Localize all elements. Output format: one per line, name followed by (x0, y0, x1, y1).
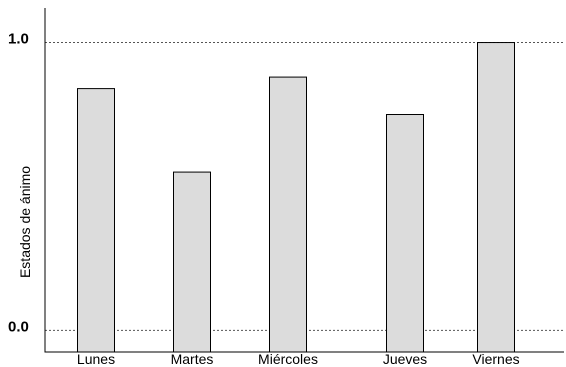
bar-martes (173, 171, 211, 353)
bar-jueves (386, 114, 424, 353)
category-label-jueves: Jueves (383, 351, 427, 367)
category-label-viernes: Viernes (472, 351, 519, 367)
y-tick-label: 0.0 (8, 318, 29, 335)
bars (77, 42, 515, 353)
bar-viernes (477, 42, 515, 353)
plot-frame (44, 8, 564, 353)
bar-miércoles (269, 76, 307, 353)
y-axis-title: Estados de ánimo (17, 166, 33, 278)
y-tick-label: 1.0 (8, 31, 29, 48)
y-tick-labels: 0.0 1.0 (8, 31, 29, 336)
category-label-martes: Martes (171, 351, 214, 367)
bar-lunes (77, 88, 115, 353)
category-labels: Lunes Martes Miércoles Jueves Viernes (77, 351, 520, 367)
category-label-miércoles: Miércoles (258, 351, 318, 367)
category-label-lunes: Lunes (77, 351, 115, 367)
